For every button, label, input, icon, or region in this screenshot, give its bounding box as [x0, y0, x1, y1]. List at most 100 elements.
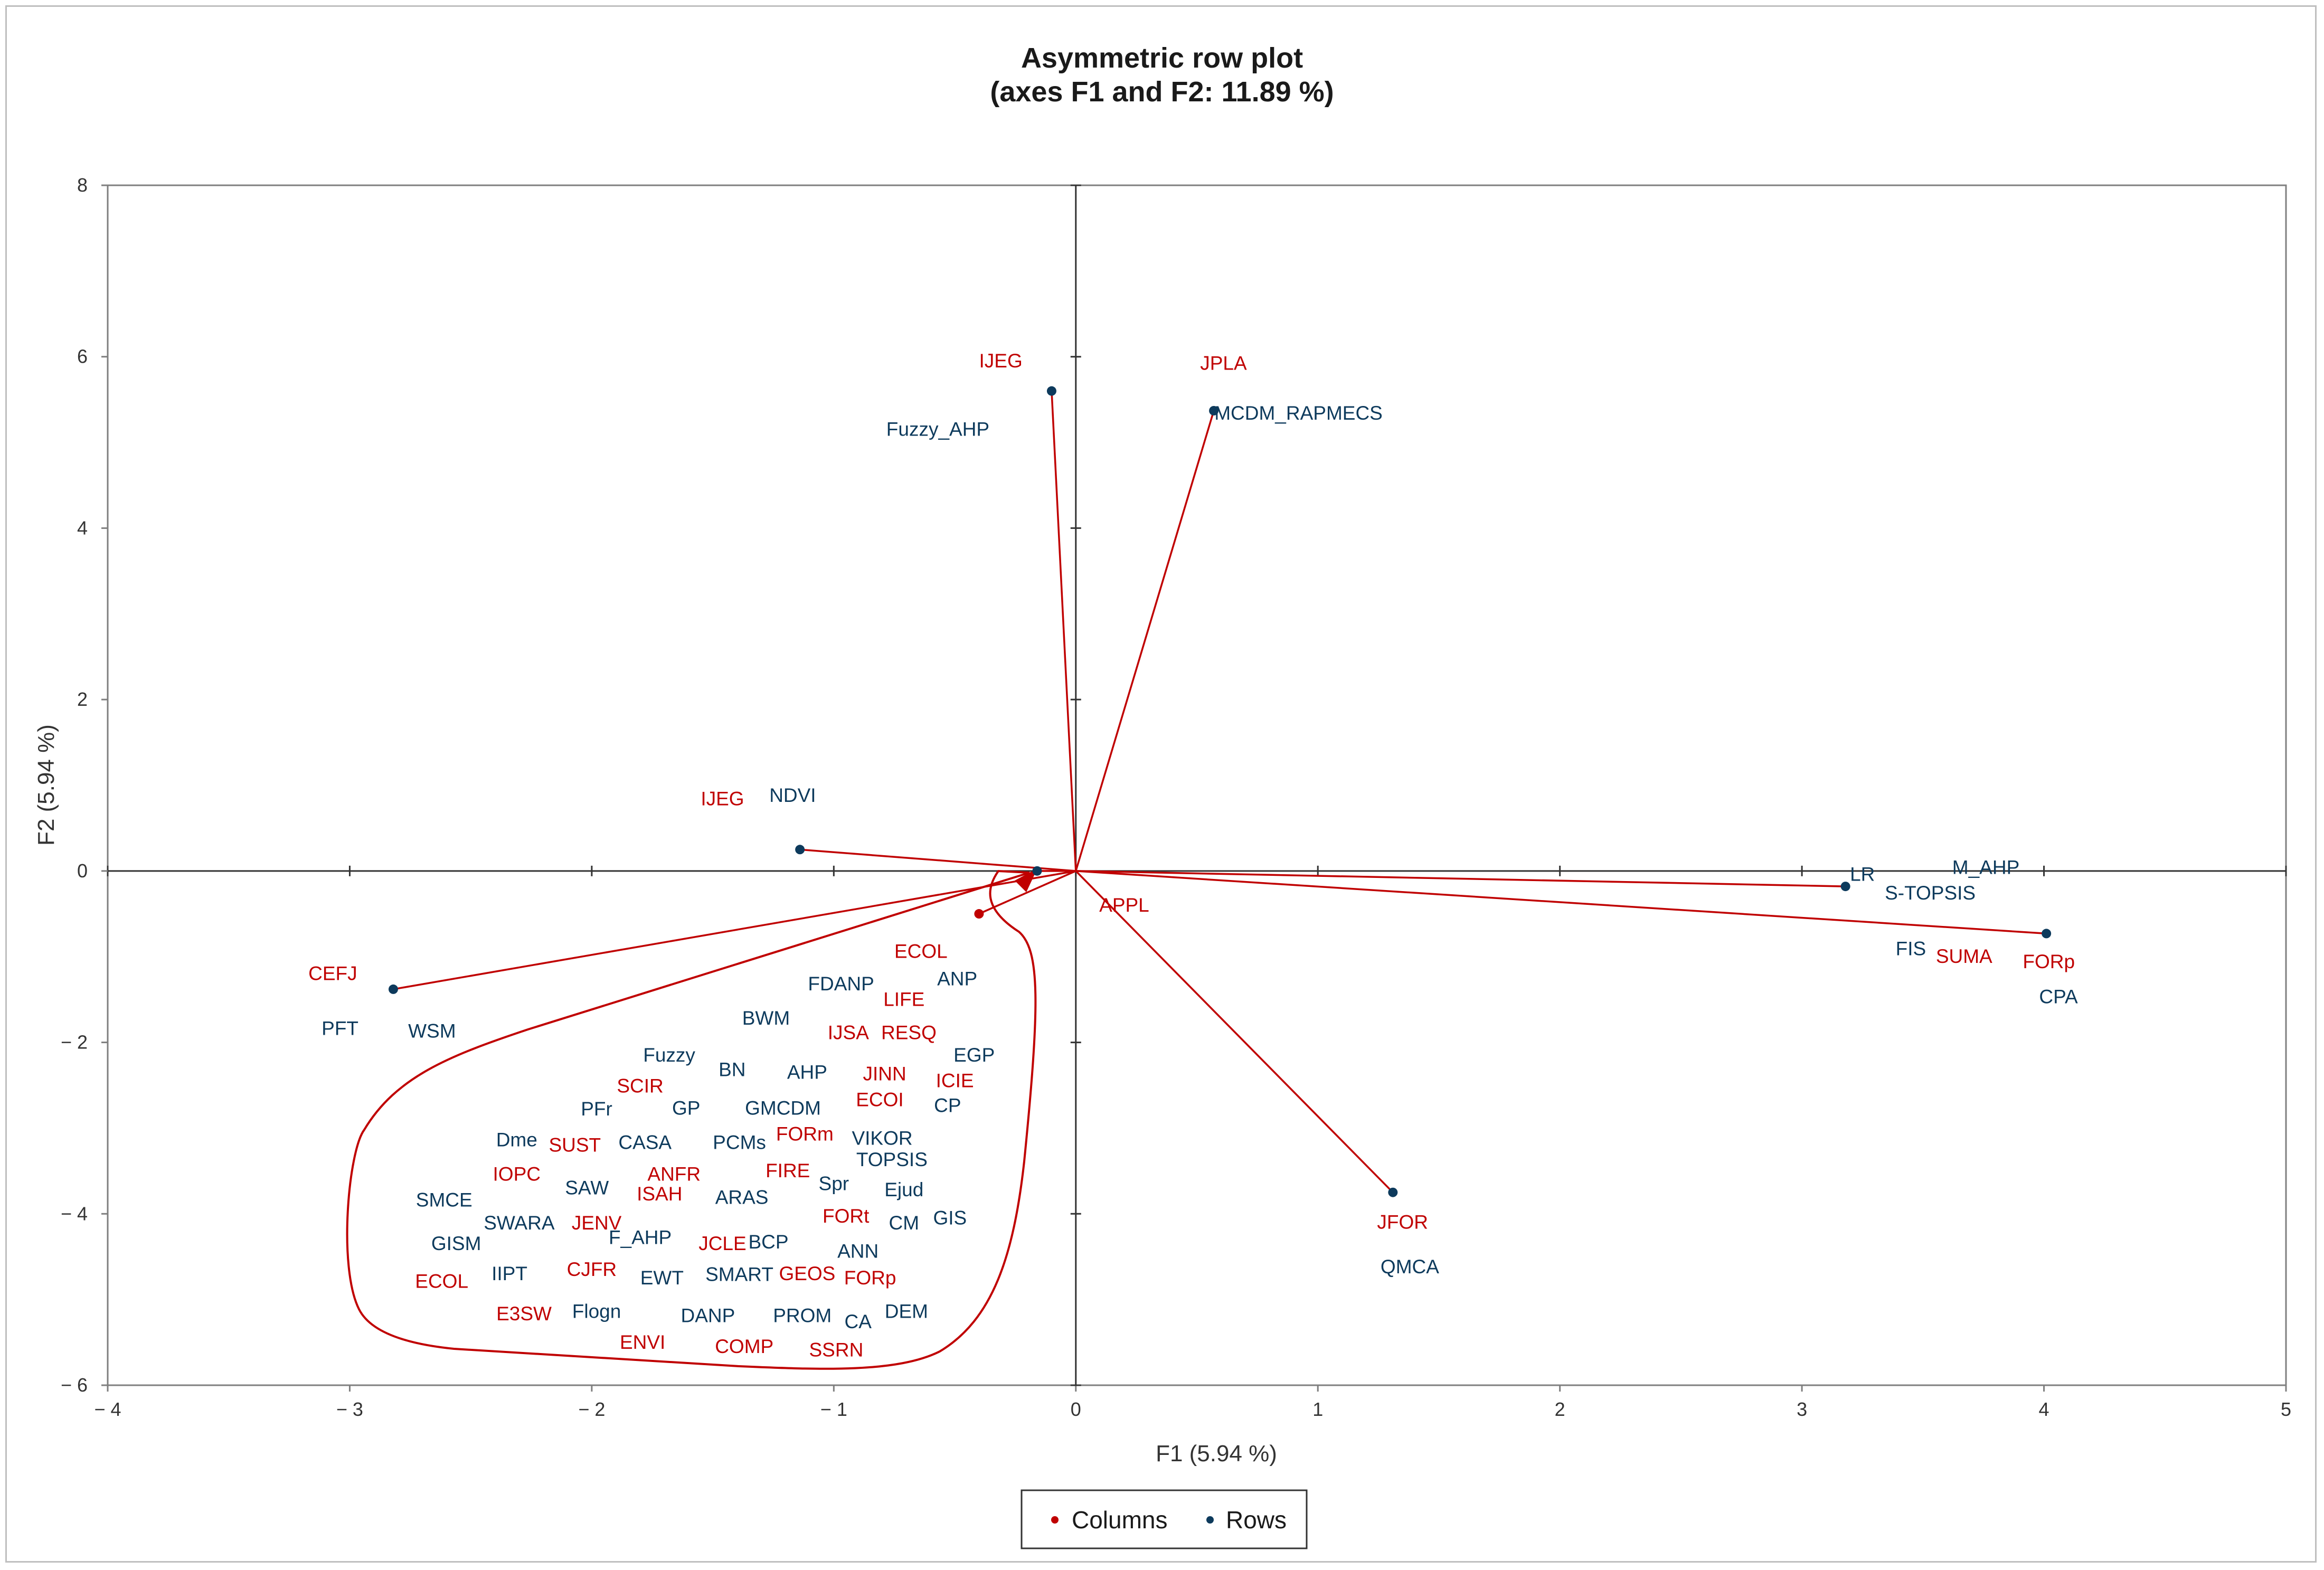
row-label: GMCDM [745, 1098, 821, 1119]
row-label: Ejud [884, 1179, 923, 1200]
column-label: IJEG [701, 788, 744, 809]
column-label: SCIR [617, 1075, 663, 1096]
x-tick-label: 3 [1797, 1398, 1807, 1420]
column-vectors [346, 391, 2047, 1370]
column-label: JFOR [1377, 1212, 1428, 1233]
column-vector [978, 870, 1076, 915]
row-label: GIS [933, 1207, 967, 1228]
row-label: ARAS [715, 1186, 769, 1208]
x-tick-label: − 3 [336, 1398, 363, 1420]
row-label: ANP [937, 968, 977, 989]
chart-title: Asymmetric row plot [1021, 42, 1303, 74]
row-label: TOPSIS [856, 1149, 928, 1170]
row-label: GP [672, 1098, 700, 1119]
column-label: COMP [715, 1336, 773, 1357]
column-label: LIFE [883, 988, 924, 1010]
row-label: FDANP [808, 973, 874, 995]
row-label: GISM [431, 1233, 481, 1254]
column-label: ECOL [894, 940, 948, 962]
row-label: DEM [885, 1300, 928, 1322]
y-tick-label: 2 [77, 688, 88, 710]
row-label: CP [934, 1095, 961, 1117]
column-label: SUMA [1936, 945, 1992, 967]
row-label: Fuzzy [643, 1044, 695, 1066]
legend-box [1021, 1489, 1308, 1549]
row-label: Fuzzy_AHP [886, 419, 989, 440]
row-label: Dme [496, 1129, 537, 1151]
cluster-outline [346, 869, 1037, 1370]
row-label: Flogn [572, 1300, 621, 1322]
column-vector [1051, 391, 1077, 871]
row-point [1840, 882, 1850, 892]
column-point [974, 909, 984, 919]
row-label: SMCE [416, 1189, 473, 1210]
column-label: IJSA [828, 1022, 869, 1044]
row-label: DANP [681, 1304, 735, 1326]
x-axis-title: F1 (5.94 %) [1156, 1441, 1277, 1467]
row-label: AHP [787, 1061, 827, 1083]
column-label: CEFJ [308, 963, 357, 985]
column-label: SSRN [809, 1339, 864, 1360]
row-label: PFT [322, 1018, 358, 1039]
row-label: SMART [705, 1264, 773, 1285]
legend-label-columns: Columns [1072, 1506, 1168, 1534]
row-label: VIKOR [852, 1127, 912, 1149]
row-label: EGP [953, 1044, 995, 1066]
x-tick-label: 2 [1555, 1398, 1565, 1420]
arrow-head [1015, 868, 1037, 892]
row-label: SWARA [484, 1212, 555, 1234]
tick-labels: − 4 − 3 − 2 − 1 0 1 2 3 4 5 − 6 − 4 − 2 0 2 4 6 8 [61, 174, 2291, 1420]
column-label: ICIE [936, 1070, 974, 1092]
row-label: SAW [565, 1177, 609, 1199]
column-label: ANFR [647, 1164, 701, 1185]
row-label: WSM [408, 1020, 456, 1042]
row-label: PCMs [713, 1132, 766, 1153]
y-tick-label: 6 [77, 346, 88, 367]
row-point [1209, 405, 1219, 415]
column-label: JENV [572, 1212, 622, 1234]
column-vector [1075, 870, 2047, 935]
point-labels: IJEG JPLA IJEG APPL CEFJ SUMA FORp JFOR ECOL LIFE… [308, 350, 2078, 1361]
x-tick-label: 1 [1312, 1398, 1323, 1420]
row-point [388, 984, 398, 994]
row-point [1046, 386, 1056, 396]
x-tick-label: − 2 [578, 1398, 605, 1420]
row-label: CASA [618, 1132, 672, 1153]
chart-subtitle: (axes F1 and F2: 11.89 %) [990, 76, 1334, 108]
column-label: ISAH [637, 1183, 682, 1205]
legend: Columns Rows [1021, 1489, 1308, 1549]
row-label: S-TOPSIS [1885, 882, 1976, 904]
column-vector [1075, 870, 1846, 887]
row-label: MCDM_RAPMECS [1214, 402, 1383, 424]
row-label: BWM [742, 1007, 790, 1029]
column-label: JCLE [698, 1233, 746, 1254]
row-label: Spr [819, 1172, 849, 1194]
row-label: IIPT [492, 1263, 527, 1284]
x-tick-label: 4 [2039, 1398, 2049, 1420]
column-label: ENVI [620, 1331, 665, 1353]
y-tick-label: − 6 [61, 1374, 88, 1396]
row-label: BCP [749, 1231, 789, 1253]
row-label: M_AHP [1952, 856, 2019, 878]
column-label: FORp [2023, 951, 2075, 972]
x-tick-label: − 4 [94, 1398, 121, 1420]
row-label: CM [889, 1212, 920, 1234]
row-label: F_AHP [609, 1227, 672, 1249]
row-point [1032, 866, 1042, 876]
column-label: IOPC [493, 1164, 541, 1185]
column-label: ECOI [856, 1089, 903, 1110]
y-tick-label: − 4 [61, 1203, 88, 1224]
row-point [795, 845, 805, 855]
row-point [2042, 929, 2052, 939]
row-label: PFr [581, 1098, 612, 1120]
row-label: BN [719, 1059, 745, 1081]
x-tick-label: 0 [1071, 1398, 1081, 1420]
data-points [388, 386, 2052, 1197]
column-vector [800, 848, 1076, 872]
column-label: E3SW [496, 1303, 552, 1325]
y-tick-label: 0 [77, 860, 88, 882]
legend-label-rows: Rows [1226, 1506, 1287, 1534]
column-label: APPL [1099, 894, 1149, 916]
column-label: FORt [823, 1205, 870, 1227]
